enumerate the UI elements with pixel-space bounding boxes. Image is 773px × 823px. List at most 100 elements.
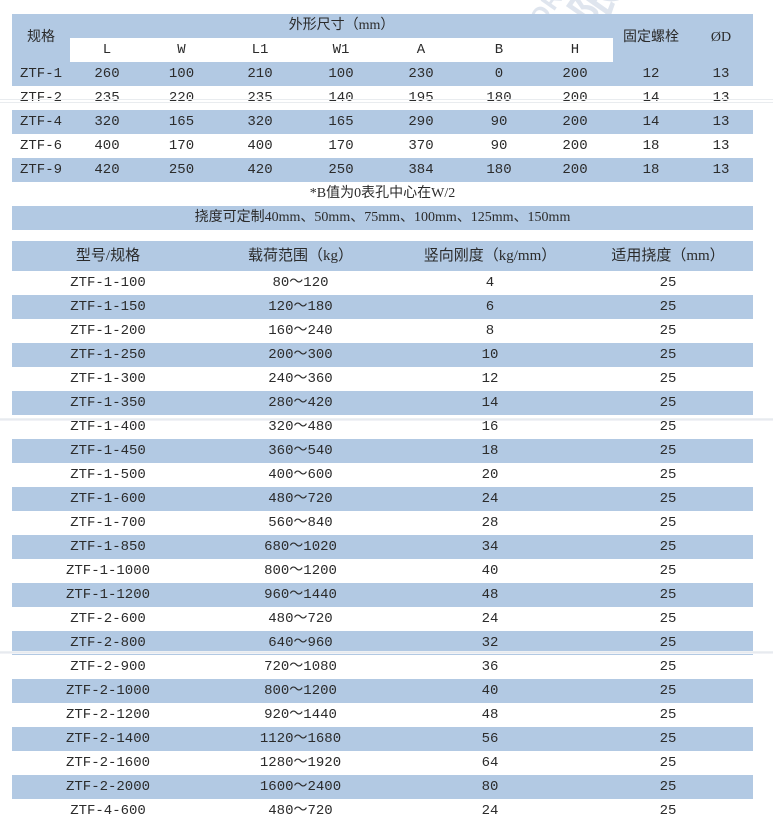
table-row: ZTF-4 320 165 320 165 290 90 200 14 13 bbox=[12, 110, 754, 134]
subheader-W1: W1 bbox=[301, 38, 381, 62]
cell-stiffness: 24 bbox=[397, 799, 583, 823]
cell-deflection: 25 bbox=[583, 631, 753, 655]
cell-L1: 400 bbox=[219, 134, 301, 158]
cell-W1: 250 bbox=[301, 158, 381, 182]
cell-model: ZTF-1-850 bbox=[12, 535, 204, 559]
cell-bolt: 12 bbox=[613, 62, 690, 86]
cell-load-range: 720〜1080 bbox=[204, 655, 397, 679]
cell-stiffness: 48 bbox=[397, 583, 583, 607]
cell-bolt: 18 bbox=[613, 134, 690, 158]
note-b-value: *B值为0表孔中心在W/2 bbox=[12, 182, 753, 206]
cell-model: ZTF-1-700 bbox=[12, 511, 204, 535]
cell-H: 200 bbox=[537, 86, 614, 110]
cell-load-range: 560〜840 bbox=[204, 511, 397, 535]
cell-W1: 170 bbox=[301, 134, 381, 158]
cell-deflection: 25 bbox=[583, 775, 753, 799]
dimension-header-row-1: 规格 外形尺寸（mm） 固定螺栓 ØD bbox=[12, 14, 754, 62]
cell-W1: 100 bbox=[301, 62, 381, 86]
table-row: ZTF-1-850 680〜1020 34 25 bbox=[12, 535, 753, 559]
cell-bolt: 14 bbox=[613, 110, 690, 134]
cell-load-range: 400〜600 bbox=[204, 463, 397, 487]
table-row: ZTF-1-600 480〜720 24 25 bbox=[12, 487, 753, 511]
cell-load-range: 160〜240 bbox=[204, 319, 397, 343]
table-row: ZTF-1-150 120〜180 6 25 bbox=[12, 295, 753, 319]
cell-L: 260 bbox=[70, 62, 144, 86]
cell-deflection: 25 bbox=[583, 535, 753, 559]
cell-deflection: 25 bbox=[583, 583, 753, 607]
cell-model: ZTF-1-150 bbox=[12, 295, 204, 319]
cell-stiffness: 48 bbox=[397, 703, 583, 727]
cell-load-range: 1280〜1920 bbox=[204, 751, 397, 775]
cell-load-range: 1600〜2400 bbox=[204, 775, 397, 799]
cell-stiffness: 36 bbox=[397, 655, 583, 679]
dimension-table: 规格 外形尺寸（mm） 固定螺栓 ØD L W L1 W1 A B H ZTF-… bbox=[12, 14, 754, 182]
cell-model: ZTF-4-600 bbox=[12, 799, 204, 823]
cell-W1: 140 bbox=[301, 86, 381, 110]
cell-L1: 210 bbox=[219, 62, 301, 86]
table-row: ZTF-2-1000 800〜1200 40 25 bbox=[12, 679, 753, 703]
cell-model: ZTF-2-1600 bbox=[12, 751, 204, 775]
cell-deflection: 25 bbox=[583, 511, 753, 535]
table-row: ZTF-2-600 480〜720 24 25 bbox=[12, 607, 753, 631]
cell-load-range: 920〜1440 bbox=[204, 703, 397, 727]
header-spec: 规格 bbox=[12, 14, 70, 62]
specification-table: 型号/规格 载荷范围（kg） 竖向刚度（kg/mm） 适用挠度（mm） ZTF-… bbox=[12, 241, 753, 823]
cell-stiffness: 4 bbox=[397, 271, 583, 295]
cell-load-range: 360〜540 bbox=[204, 439, 397, 463]
cell-model: ZTF-1-250 bbox=[12, 343, 204, 367]
subheader-B: B bbox=[461, 38, 537, 62]
cell-W: 100 bbox=[144, 62, 219, 86]
cell-stiffness: 24 bbox=[397, 607, 583, 631]
cell-stiffness: 24 bbox=[397, 487, 583, 511]
cell-model: ZTF-2-1400 bbox=[12, 727, 204, 751]
cell-deflection: 25 bbox=[583, 751, 753, 775]
cell-deflection: 25 bbox=[583, 559, 753, 583]
header-load-range: 载荷范围（kg） bbox=[204, 241, 397, 271]
table-row: ZTF-1-200 160〜240 8 25 bbox=[12, 319, 753, 343]
cell-L: 420 bbox=[70, 158, 144, 182]
header-vertical-stiffness: 竖向刚度（kg/mm） bbox=[397, 241, 583, 271]
cell-model: ZTF-1-1000 bbox=[12, 559, 204, 583]
table-row: ZTF-2-900 720〜1080 36 25 bbox=[12, 655, 753, 679]
cell-load-range: 640〜960 bbox=[204, 631, 397, 655]
cell-model: ZTF-1-1200 bbox=[12, 583, 204, 607]
cell-deflection: 25 bbox=[583, 439, 753, 463]
cell-load-range: 800〜1200 bbox=[204, 679, 397, 703]
cell-stiffness: 40 bbox=[397, 679, 583, 703]
subheader-H: H bbox=[537, 38, 614, 62]
cell-L1: 235 bbox=[219, 86, 301, 110]
subheader-A: A bbox=[381, 38, 461, 62]
table-row: ZTF-6 400 170 400 170 370 90 200 18 13 bbox=[12, 134, 754, 158]
cell-deflection: 25 bbox=[583, 343, 753, 367]
table-row: ZTF-1-500 400〜600 20 25 bbox=[12, 463, 753, 487]
header-applicable-deflection: 适用挠度（mm） bbox=[583, 241, 753, 271]
cell-od: 13 bbox=[689, 62, 754, 86]
cell-model: ZTF-2-800 bbox=[12, 631, 204, 655]
cell-stiffness: 34 bbox=[397, 535, 583, 559]
table-row: ZTF-1-300 240〜360 12 25 bbox=[12, 367, 753, 391]
cell-H: 200 bbox=[537, 110, 614, 134]
cell-stiffness: 6 bbox=[397, 295, 583, 319]
cell-deflection: 25 bbox=[583, 367, 753, 391]
cell-A: 384 bbox=[381, 158, 461, 182]
cell-W1: 165 bbox=[301, 110, 381, 134]
table-row: ZTF-2-1600 1280〜1920 64 25 bbox=[12, 751, 753, 775]
cell-B: 0 bbox=[461, 62, 537, 86]
cell-H: 200 bbox=[537, 134, 614, 158]
cell-stiffness: 32 bbox=[397, 631, 583, 655]
table-row: ZTF-1-350 280〜420 14 25 bbox=[12, 391, 753, 415]
dimension-table-body: ZTF-1 260 100 210 100 230 0 200 12 13 ZTF-2 235 220 2… bbox=[12, 62, 754, 182]
cell-od: 13 bbox=[689, 86, 754, 110]
cell-model: ZTF-1-350 bbox=[12, 391, 204, 415]
cell-load-range: 280〜420 bbox=[204, 391, 397, 415]
cell-A: 290 bbox=[381, 110, 461, 134]
cell-spec: ZTF-4 bbox=[12, 110, 70, 134]
cell-model: ZTF-2-2000 bbox=[12, 775, 204, 799]
table-row: ZTF-2-1200 920〜1440 48 25 bbox=[12, 703, 753, 727]
table-row: ZTF-1-250 200〜300 10 25 bbox=[12, 343, 753, 367]
cell-L: 235 bbox=[70, 86, 144, 110]
cell-load-range: 800〜1200 bbox=[204, 559, 397, 583]
cell-W: 220 bbox=[144, 86, 219, 110]
cell-load-range: 320〜480 bbox=[204, 415, 397, 439]
cell-stiffness: 28 bbox=[397, 511, 583, 535]
